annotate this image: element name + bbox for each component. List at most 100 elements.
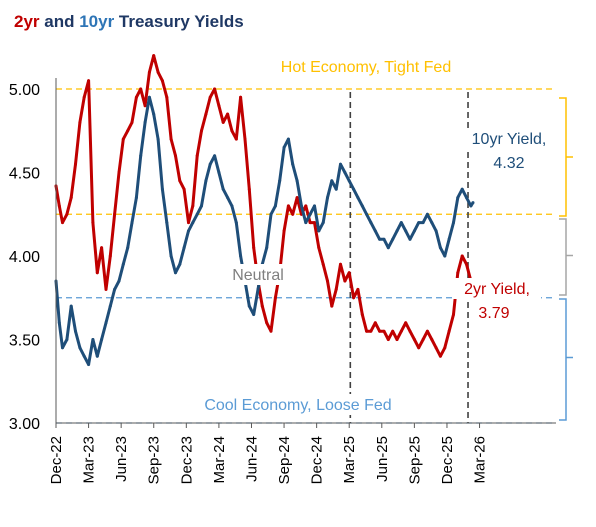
ten_year-point xyxy=(117,279,121,283)
two_year-point xyxy=(386,338,390,341)
ten_year-point xyxy=(221,187,225,191)
ten_year-point xyxy=(200,204,203,208)
two_year-point xyxy=(156,70,160,74)
two_year-point xyxy=(391,329,395,333)
x-tick-label: Jun-24 xyxy=(243,436,260,482)
two_year-point xyxy=(265,321,269,325)
ten_year-point xyxy=(69,304,73,308)
ten_year-point xyxy=(91,338,95,341)
ten_year-point xyxy=(317,229,321,233)
two_year-point xyxy=(69,196,73,200)
ten_year-point xyxy=(452,221,455,225)
neutral-bracket xyxy=(559,218,567,296)
ten_year-point xyxy=(108,304,112,308)
title-2yr: 2yr xyxy=(14,12,40,31)
two_year-point xyxy=(395,338,399,341)
ten_year-point xyxy=(408,237,412,241)
y-tick-label: 3.50 xyxy=(9,333,40,350)
two_year-point xyxy=(443,346,447,350)
ten_year-point xyxy=(195,212,199,216)
cool-bracket xyxy=(559,298,567,421)
ten_year-point xyxy=(143,120,147,124)
ten_year-point xyxy=(313,204,316,208)
two_year-point xyxy=(434,346,438,350)
ten_year-point xyxy=(412,229,416,233)
two_year-point xyxy=(165,95,169,99)
ten_year-point xyxy=(321,221,325,225)
two_year-point xyxy=(217,104,221,108)
ten_year-point xyxy=(386,246,390,250)
ten_year-point xyxy=(100,338,104,341)
two_year-point xyxy=(317,246,321,250)
two_year-point xyxy=(417,346,421,350)
ten_year-point xyxy=(299,204,303,208)
two_year-point xyxy=(174,154,177,158)
two_year-point xyxy=(121,137,125,141)
ten_year-point xyxy=(234,221,238,225)
ten_year-point xyxy=(208,162,212,166)
two_year-point xyxy=(191,204,195,208)
ten_year-point xyxy=(456,196,460,200)
hot-bracket xyxy=(559,97,567,217)
two_year-point xyxy=(465,262,468,266)
two_year-point xyxy=(104,287,108,291)
ten_year-point xyxy=(391,237,395,241)
ten_year-point xyxy=(57,321,61,325)
two_year-point xyxy=(399,329,403,333)
title-10yr: 10yr xyxy=(79,12,115,31)
two_year-point xyxy=(313,221,316,225)
ten_year-point xyxy=(139,154,143,158)
ten_year-point xyxy=(352,187,356,191)
two_year-point xyxy=(421,338,425,341)
ten_year-point xyxy=(373,229,377,233)
two_year-point xyxy=(160,79,164,83)
ten_year-point xyxy=(265,246,269,250)
ten_year-point xyxy=(82,354,86,358)
ten_year-point xyxy=(443,254,447,258)
two_year-point xyxy=(126,129,130,133)
ten_year-point xyxy=(230,204,234,208)
title-rest: Treasury Yields xyxy=(114,12,244,31)
ten_year-point xyxy=(160,187,164,191)
ten_year-point xyxy=(460,187,464,191)
ten_year-point xyxy=(369,221,373,225)
ten_year-point xyxy=(304,221,308,225)
ten_year-point xyxy=(147,95,151,99)
two_year-point xyxy=(273,296,277,300)
cool-economy-label-bg xyxy=(200,394,396,415)
ten-year-label-line2: 4.32 xyxy=(493,155,524,172)
title-and: and xyxy=(39,12,80,31)
two_year-point xyxy=(334,287,338,291)
ten_year-point xyxy=(438,246,442,250)
x-tick-label: Jun-25 xyxy=(374,436,391,482)
two_year-point xyxy=(147,70,151,74)
ten_year-point xyxy=(174,271,177,275)
ten_year-point xyxy=(417,221,421,225)
ten_year-point xyxy=(87,363,91,366)
ten_year-point xyxy=(152,112,156,116)
ten_year-point xyxy=(178,262,182,266)
ten-year-label-line2-bg xyxy=(489,152,529,173)
two_year-point xyxy=(87,79,91,83)
chart-title: 2yr and 10yr Treasury Yields xyxy=(14,12,244,32)
ten_year-point xyxy=(434,229,438,233)
x-tick-label: Dec-23 xyxy=(178,436,195,484)
x-tick-label: Sep-25 xyxy=(406,436,423,484)
ten_year-point xyxy=(134,196,138,200)
two_year-point xyxy=(57,204,61,208)
two_year-point xyxy=(252,246,256,250)
y-tick-label: 3.00 xyxy=(9,416,40,433)
ten_year-point xyxy=(165,221,169,225)
ten_year-point xyxy=(425,212,429,216)
two_year-point xyxy=(78,120,82,124)
ten_year-point xyxy=(343,171,347,174)
two_year-point xyxy=(82,95,86,99)
y-tick-label: 5.00 xyxy=(9,82,40,99)
ten_year-point xyxy=(399,221,403,225)
two_year-point xyxy=(65,212,69,216)
ten_year-point xyxy=(430,221,434,225)
two_year-point xyxy=(243,137,247,141)
two_year-point xyxy=(239,95,243,99)
ten_year-point xyxy=(121,262,125,266)
ten_year-point xyxy=(308,212,312,216)
